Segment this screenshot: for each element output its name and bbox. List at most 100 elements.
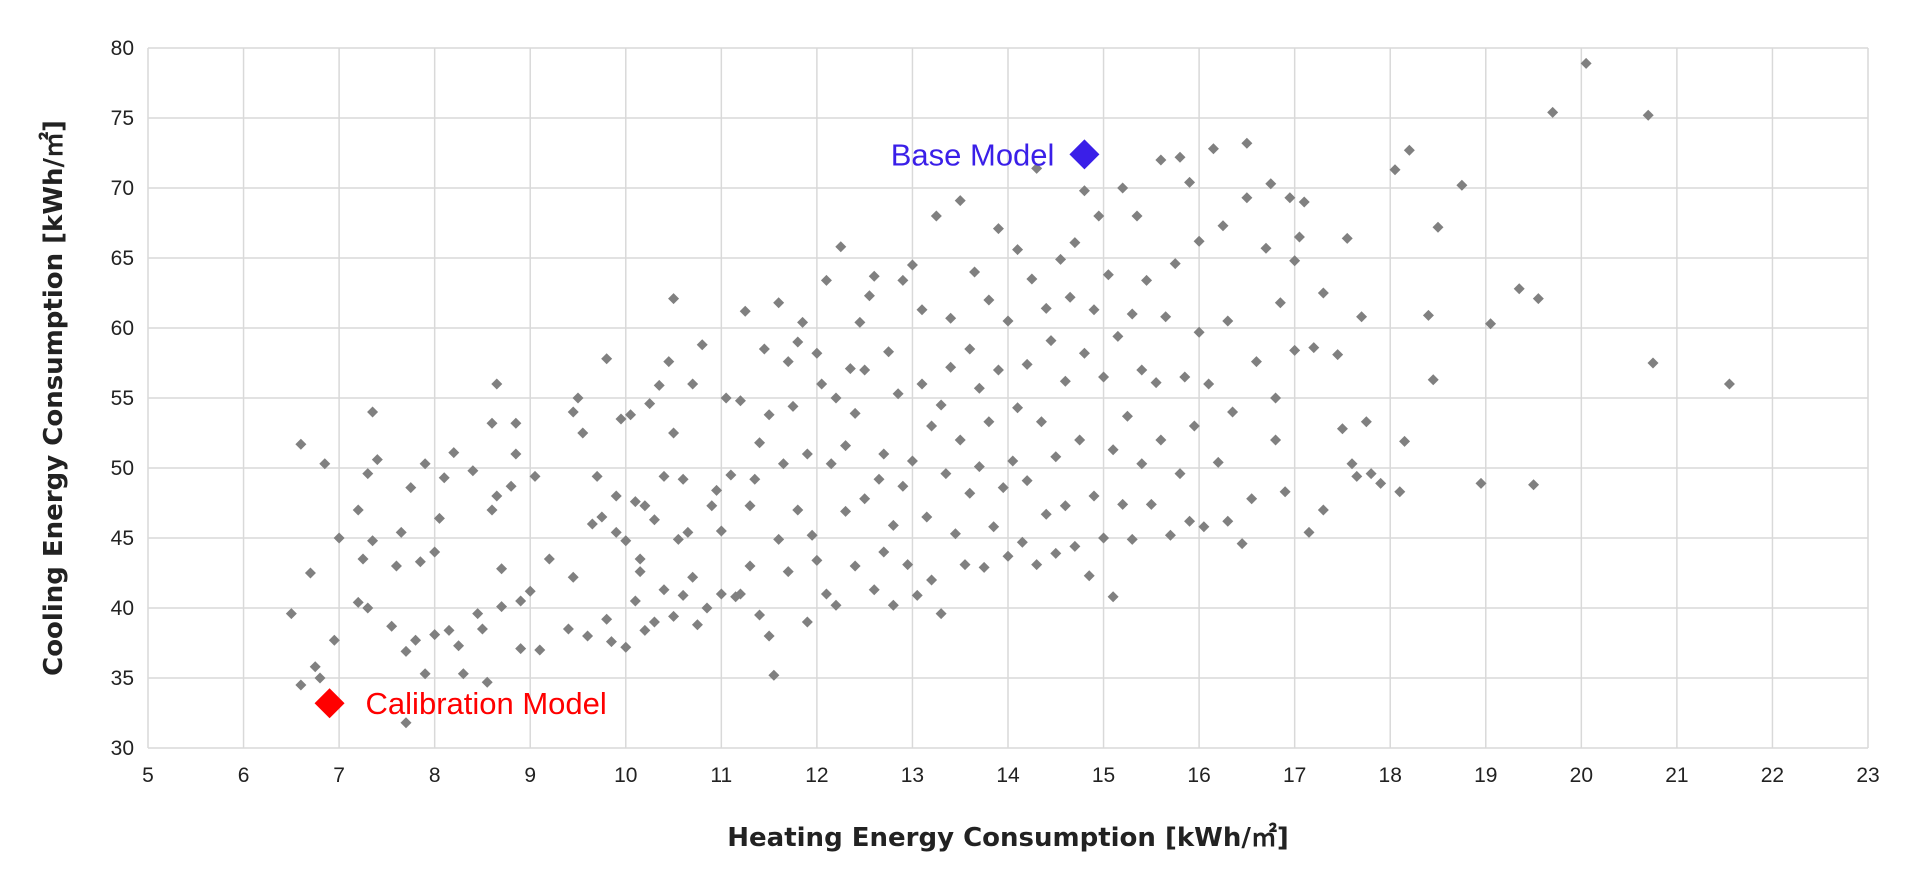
scatter-point — [1475, 477, 1487, 489]
scatter-point — [1059, 375, 1071, 387]
y-tick-labels: 30 35 40 45 50 55 60 65 70 75 80 — [111, 37, 134, 760]
scatter-point — [1078, 185, 1090, 197]
scatter-point — [582, 630, 594, 642]
scatter-point — [1236, 538, 1248, 550]
scatter-point — [883, 346, 895, 358]
scatter-point — [949, 528, 961, 540]
scatter-point — [1270, 392, 1282, 404]
scatter-point — [892, 388, 904, 400]
scatter-point — [1002, 550, 1014, 562]
scatter-point — [1102, 269, 1114, 281]
scatter-point — [696, 339, 708, 351]
scatter-point — [410, 634, 422, 646]
scatter-point — [386, 620, 398, 632]
scatter-point — [797, 316, 809, 328]
scatter-point — [1193, 326, 1205, 338]
scatter-point — [902, 559, 914, 571]
scatter-point — [1332, 349, 1344, 361]
scatter-point — [496, 601, 508, 613]
scatter-point — [773, 297, 785, 309]
scatter-point — [367, 406, 379, 418]
scatter-point — [634, 553, 646, 565]
x-tick-label: 9 — [524, 764, 536, 787]
scatter-point — [921, 511, 933, 523]
scatter-point — [945, 361, 957, 373]
scatter-point — [706, 500, 718, 512]
scatter-point — [1107, 444, 1119, 456]
scatter-point — [414, 556, 426, 568]
scatter-point — [352, 596, 364, 608]
scatter-point — [1031, 559, 1043, 571]
scatter-point — [1193, 235, 1205, 247]
scatter-point — [1155, 154, 1167, 166]
scatter-point — [840, 440, 852, 452]
scatter-point — [496, 563, 508, 575]
scatter-point — [988, 521, 1000, 533]
scatter-point — [1432, 221, 1444, 233]
scatter-point — [658, 584, 670, 596]
scatter-point — [1227, 406, 1239, 418]
scatter-point — [672, 533, 684, 545]
scatter-point — [1050, 451, 1062, 463]
scatter-point — [472, 608, 484, 620]
x-tick-label: 5 — [142, 764, 154, 787]
scatter-point — [1069, 540, 1081, 552]
scatter-point — [457, 668, 469, 680]
scatter-point — [792, 504, 804, 516]
scatter-point — [668, 427, 680, 439]
scatter-point — [1117, 182, 1129, 194]
scatter-point — [1394, 486, 1406, 498]
scatter-point — [601, 613, 613, 625]
scatter-point — [820, 588, 832, 600]
scatter-point — [371, 454, 383, 466]
scatter-point — [1021, 358, 1033, 370]
scatter-point — [758, 343, 770, 355]
scatter-point — [357, 553, 369, 565]
scatter-point — [878, 448, 890, 460]
scatter-point — [1513, 283, 1525, 295]
y-tick-label: 80 — [111, 37, 134, 60]
scatter-point — [806, 529, 818, 541]
scatter-point — [916, 378, 928, 390]
scatter-point — [491, 378, 503, 390]
scatter-point — [978, 561, 990, 573]
scatter-point — [1117, 498, 1129, 510]
scatter-point — [1456, 179, 1468, 191]
scatter-point — [620, 641, 632, 653]
scatter-point — [314, 672, 326, 684]
x-tick-label: 16 — [1187, 764, 1210, 787]
scatter-point — [911, 589, 923, 601]
scatter-point — [562, 623, 574, 635]
annotation-marker — [314, 688, 345, 719]
y-tick-label: 30 — [111, 737, 134, 760]
x-tick-labels: 5 6 7 8 9 10 11 12 13 14 15 16 17 18 19 20 21 22 23 — [142, 764, 1880, 787]
scatter-point — [1203, 378, 1215, 390]
scatter-point — [639, 500, 651, 512]
scatter-point — [711, 484, 723, 496]
scatter-point — [653, 379, 665, 391]
scatter-point — [668, 293, 680, 305]
scatter-point — [400, 717, 412, 729]
scatter-point — [362, 602, 374, 614]
x-tick-label: 6 — [238, 764, 250, 787]
scatter-point — [524, 585, 536, 597]
scatter-point — [1059, 500, 1071, 512]
scatter-point — [567, 571, 579, 583]
scatter-point — [629, 595, 641, 607]
scatter-point — [567, 406, 579, 418]
scatter-point — [605, 636, 617, 648]
scatter-point — [515, 643, 527, 655]
scatter-point — [328, 634, 340, 646]
scatter-point — [319, 458, 331, 470]
scatter-point — [820, 274, 832, 286]
x-tick-label: 22 — [1761, 764, 1784, 787]
scatter-point — [1528, 479, 1540, 491]
scatter-point — [352, 504, 364, 516]
scatter-point — [1403, 144, 1415, 156]
scatter-point — [639, 624, 651, 636]
scatter-point — [362, 468, 374, 480]
scatter-point — [1131, 210, 1143, 222]
scatter-point — [615, 413, 627, 425]
data-points — [285, 57, 1735, 729]
scatter-point — [438, 472, 450, 484]
